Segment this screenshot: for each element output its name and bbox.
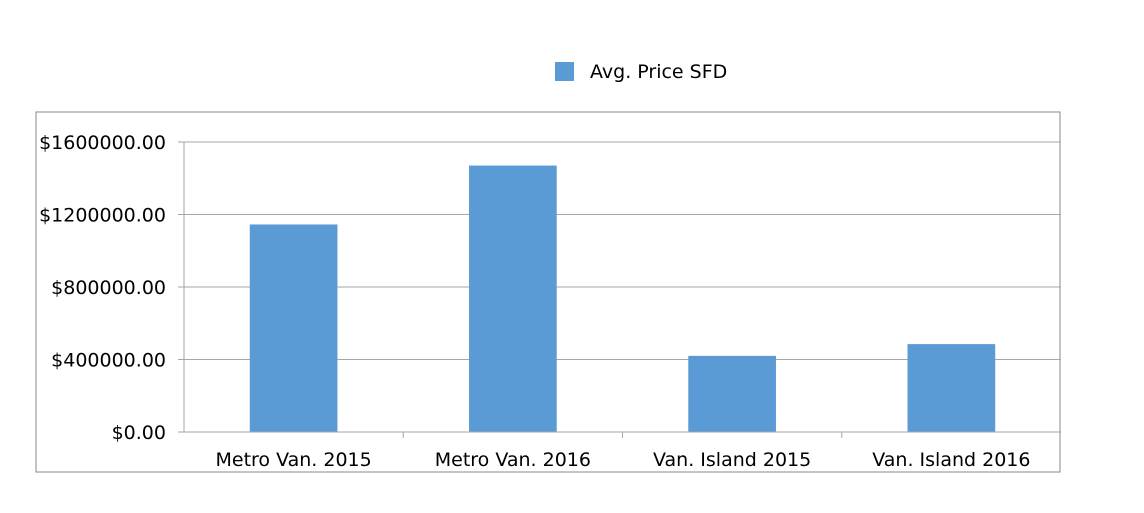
bar [907, 344, 996, 432]
y-tick-label: $0.00 [112, 422, 166, 444]
legend-swatch [555, 62, 574, 81]
y-tick-label: $1600000.00 [39, 132, 166, 154]
bar [688, 355, 776, 432]
legend: Avg. Price SFD [555, 61, 727, 83]
x-category-label: Van. Island 2016 [872, 449, 1030, 471]
legend-label: Avg. Price SFD [590, 61, 727, 83]
y-tick-label: $400000.00 [51, 350, 166, 372]
x-category-label: Van. Island 2015 [653, 449, 811, 471]
x-category-label: Metro Van. 2016 [435, 449, 591, 471]
bars [249, 165, 996, 432]
axes [183, 142, 1061, 438]
x-axis-labels: Metro Van. 2015 Metro Van. 2016 Van. Islan… [216, 449, 1031, 471]
y-tick-label: $800000.00 [51, 277, 166, 299]
bar [469, 165, 557, 432]
y-axis-ticks: $0.00 $400000.00 $800000.00 $1200000.00 $160… [39, 132, 184, 444]
y-tick-label: $1200000.00 [39, 205, 166, 227]
bar [249, 224, 338, 432]
x-category-label: Metro Van. 2015 [216, 449, 372, 471]
